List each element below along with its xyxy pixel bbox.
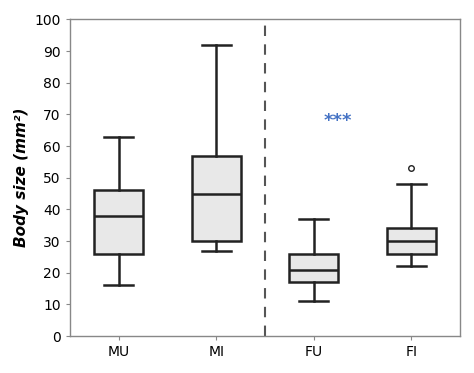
PathPatch shape [94,190,143,254]
PathPatch shape [387,228,436,254]
PathPatch shape [289,254,338,282]
PathPatch shape [192,156,241,241]
Y-axis label: Body size (mm²): Body size (mm²) [14,108,29,248]
Text: ***: *** [324,112,352,130]
